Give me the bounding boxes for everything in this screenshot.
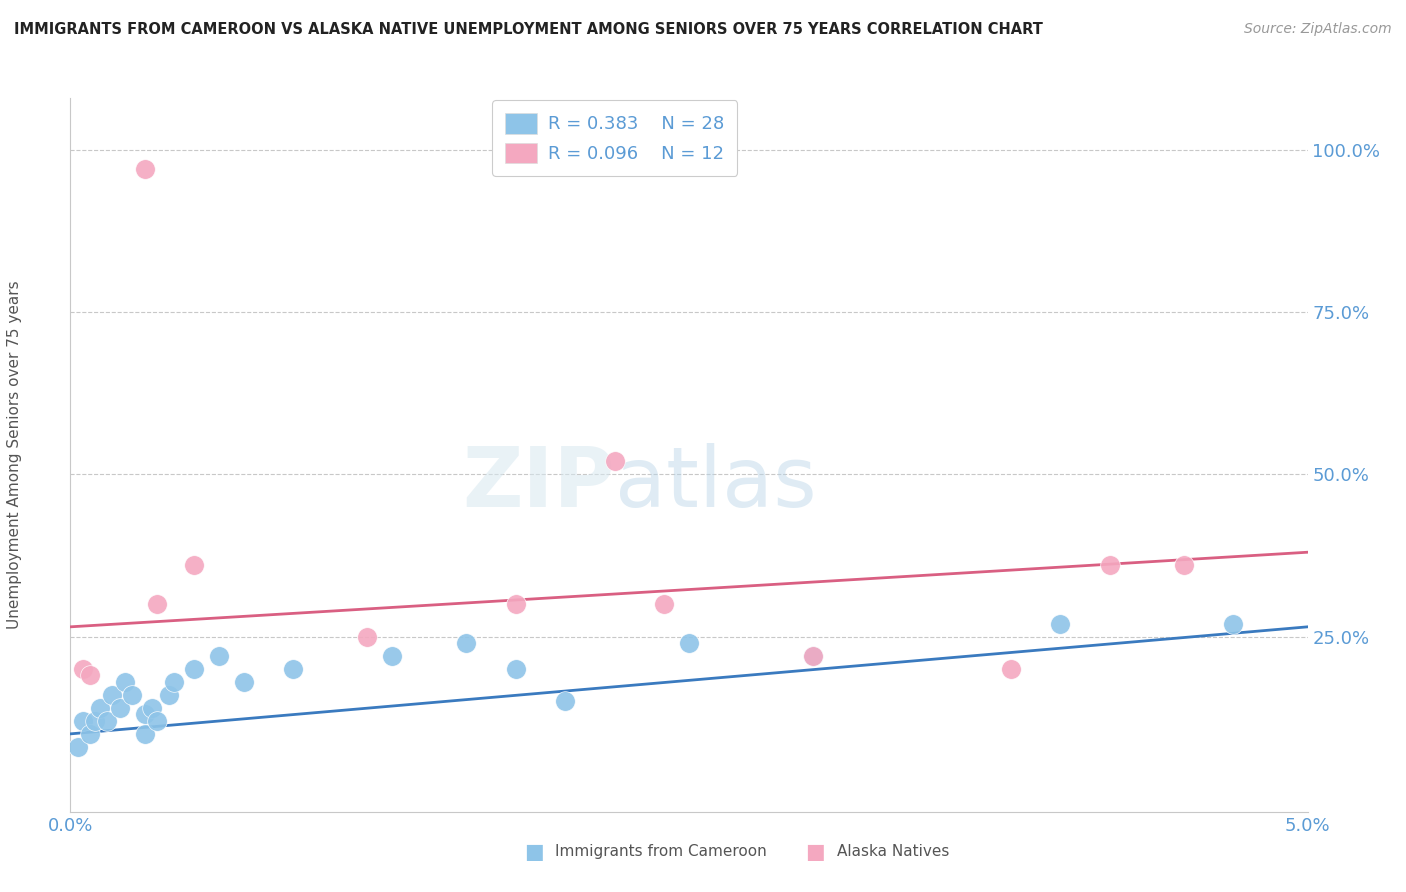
Point bbox=[101, 688, 124, 702]
Text: Alaska Natives: Alaska Natives bbox=[837, 845, 949, 859]
Point bbox=[134, 162, 156, 177]
Point bbox=[652, 597, 675, 611]
Text: Immigrants from Cameroon: Immigrants from Cameroon bbox=[555, 845, 768, 859]
Point bbox=[183, 662, 205, 676]
Text: IMMIGRANTS FROM CAMEROON VS ALASKA NATIVE UNEMPLOYMENT AMONG SENIORS OVER 75 YEA: IMMIGRANTS FROM CAMEROON VS ALASKA NATIV… bbox=[14, 22, 1043, 37]
Point bbox=[208, 648, 231, 663]
Point bbox=[66, 739, 89, 754]
Text: ■: ■ bbox=[524, 842, 544, 862]
Text: ■: ■ bbox=[806, 842, 825, 862]
Point bbox=[1222, 616, 1244, 631]
Point bbox=[356, 630, 378, 644]
Point bbox=[146, 597, 169, 611]
Text: atlas: atlas bbox=[614, 443, 817, 524]
Point bbox=[146, 714, 169, 728]
Point bbox=[381, 648, 404, 663]
Point bbox=[121, 688, 143, 702]
Point bbox=[157, 688, 180, 702]
Point bbox=[134, 707, 156, 722]
Legend: R = 0.383    N = 28, R = 0.096    N = 12: R = 0.383 N = 28, R = 0.096 N = 12 bbox=[492, 100, 737, 176]
Point bbox=[163, 675, 186, 690]
Point bbox=[84, 714, 107, 728]
Point bbox=[554, 694, 576, 708]
Point bbox=[114, 675, 136, 690]
Point bbox=[505, 662, 527, 676]
Point bbox=[505, 597, 527, 611]
Point bbox=[1000, 662, 1022, 676]
Text: ZIP: ZIP bbox=[463, 443, 614, 524]
Point bbox=[72, 662, 94, 676]
Point bbox=[108, 701, 131, 715]
Point bbox=[134, 727, 156, 741]
Point bbox=[141, 701, 163, 715]
Point bbox=[801, 648, 824, 663]
Point bbox=[456, 636, 478, 650]
Point bbox=[678, 636, 700, 650]
Text: Unemployment Among Seniors over 75 years: Unemployment Among Seniors over 75 years bbox=[7, 281, 22, 629]
Point bbox=[801, 648, 824, 663]
Point bbox=[96, 714, 118, 728]
Text: Source: ZipAtlas.com: Source: ZipAtlas.com bbox=[1244, 22, 1392, 37]
Point bbox=[79, 668, 101, 682]
Point bbox=[183, 558, 205, 573]
Point bbox=[1098, 558, 1121, 573]
Point bbox=[79, 727, 101, 741]
Point bbox=[1049, 616, 1071, 631]
Point bbox=[89, 701, 111, 715]
Point bbox=[1173, 558, 1195, 573]
Point bbox=[72, 714, 94, 728]
Point bbox=[281, 662, 304, 676]
Point bbox=[603, 454, 626, 468]
Point bbox=[232, 675, 254, 690]
